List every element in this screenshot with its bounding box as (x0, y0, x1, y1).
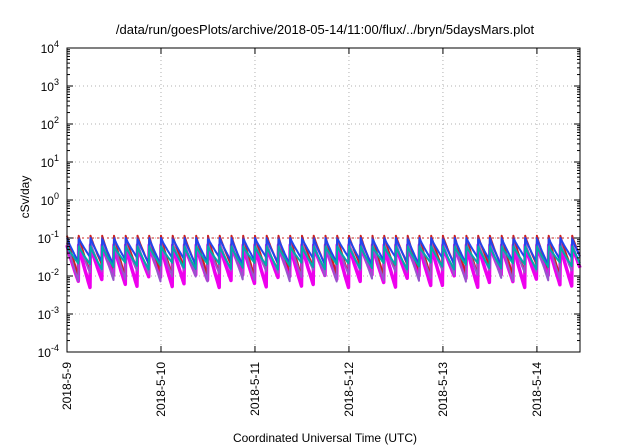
y-tick-label: 100 (41, 191, 59, 208)
series-line (66, 237, 581, 267)
x-tick-label: 2018-5-13 (436, 362, 450, 417)
y-tick-label: 10-1 (38, 229, 59, 246)
ticks: 10-4 10-3 10-2 10-1 100 101 102 103 104 2018-5-9 2… (38, 39, 580, 417)
x-tick-label: 2018-5-11 (248, 362, 262, 416)
series-lines (65, 234, 582, 290)
x-tick-label: 2018-5-10 (154, 362, 168, 417)
y-tick-label: 103 (41, 77, 59, 94)
y-tick-label: 104 (41, 39, 59, 56)
grid (67, 48, 580, 352)
y-tick-label: 10-3 (38, 305, 59, 322)
x-tick-label: 2018-5-9 (60, 362, 74, 410)
series-line (66, 245, 581, 271)
chart-title: /data/run/goesPlots/archive/2018-05-14/1… (116, 22, 535, 37)
y-tick-label: 102 (41, 115, 59, 132)
y-tick-label: 10-2 (38, 267, 59, 284)
y-tick-label: 101 (41, 153, 59, 170)
x-tick-label: 2018-5-14 (530, 362, 544, 417)
x-tick-label: 2018-5-12 (342, 362, 356, 417)
x-axis-label: Coordinated Universal Time (UTC) (233, 431, 417, 445)
y-tick-label: 10-4 (38, 343, 59, 360)
y-axis-label: cSv/day (18, 176, 32, 219)
